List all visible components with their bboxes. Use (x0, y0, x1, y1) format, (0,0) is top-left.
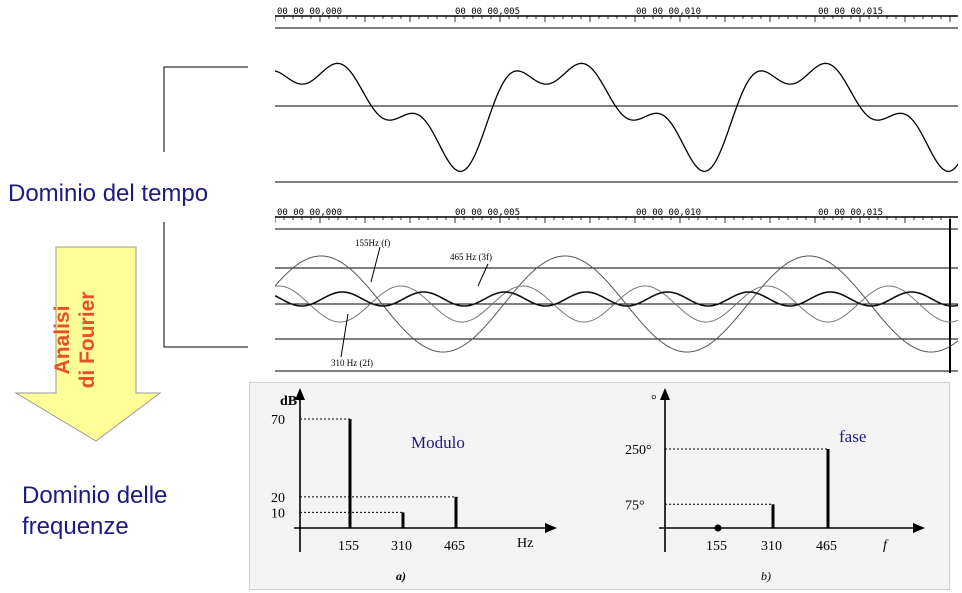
timestamp-3: 00 00 00,015 (818, 7, 883, 17)
magnitude-ytick: 20 (271, 491, 285, 506)
component-waveforms-panel: 00 00 00,000 00 00 00,005 00 00 00,010 0… (275, 207, 958, 373)
magnitude-caption: a) (396, 569, 406, 583)
timestamp-b-3: 00 00 00,015 (818, 208, 883, 218)
freq-domain-label-line2: frequenze (22, 513, 129, 540)
magnitude-xtick: 310 (391, 539, 412, 554)
wave-310hz (275, 285, 958, 323)
phase-ytick: 250° (625, 443, 652, 458)
phase-ylabel: ° (651, 393, 657, 408)
annotation-465hz: 465 Hz (3f) (450, 252, 492, 262)
magnitude-xtick: 155 (338, 539, 359, 554)
magnitude-xtick: 465 (444, 539, 465, 554)
fourier-label: Analisi di Fourier (50, 240, 130, 440)
phase-xtick: 310 (761, 539, 782, 554)
magnitude-ytick: 10 (271, 506, 285, 521)
time-domain-label: Dominio del tempo (8, 180, 209, 207)
phase-ytick: 75° (625, 498, 645, 513)
timestamp-b-2: 00 00 00,010 (636, 208, 701, 218)
phase-zero-point (714, 524, 722, 532)
phase-chart: 155 310 465 250° 75° ° f fase b) (625, 388, 925, 583)
phase-title: fase (839, 427, 866, 446)
fourier-arrow (14, 246, 162, 442)
wave-465hz (275, 291, 958, 307)
phase-xtick: 465 (816, 539, 837, 554)
phase-xtick: 155 (706, 539, 727, 554)
magnitude-xlabel: Hz (517, 536, 533, 551)
composite-wave (275, 62, 958, 173)
timestamp-b-0: 00 00 00,000 (277, 208, 342, 218)
fourier-label-line2: di Fourier (76, 291, 99, 389)
wave-155hz (275, 255, 958, 353)
phase-xlabel: f (883, 538, 889, 553)
composite-waveform-panel: 00 00 00,000 00 00 00,005 00 00 00,010 0… (275, 6, 958, 184)
freq-domain-label-line1: Dominio delle (22, 482, 168, 509)
timestamp-b-1: 00 00 00,005 (455, 208, 520, 218)
annotation-310hz: 310 Hz (2f) (331, 358, 373, 368)
magnitude-title: Modulo (411, 433, 465, 452)
annotation-155hz: 155Hz (f) (355, 238, 390, 248)
spectrum-panel (249, 382, 950, 590)
phase-caption: b) (761, 569, 771, 583)
fourier-label-line1: Analisi (51, 305, 74, 375)
timestamp-0: 00 00 00,000 (277, 7, 342, 17)
timestamp-1: 00 00 00,005 (455, 7, 520, 17)
magnitude-ylabel: dB (280, 394, 297, 409)
magnitude-ytick: 70 (271, 413, 285, 428)
timestamp-2: 00 00 00,010 (636, 7, 701, 17)
